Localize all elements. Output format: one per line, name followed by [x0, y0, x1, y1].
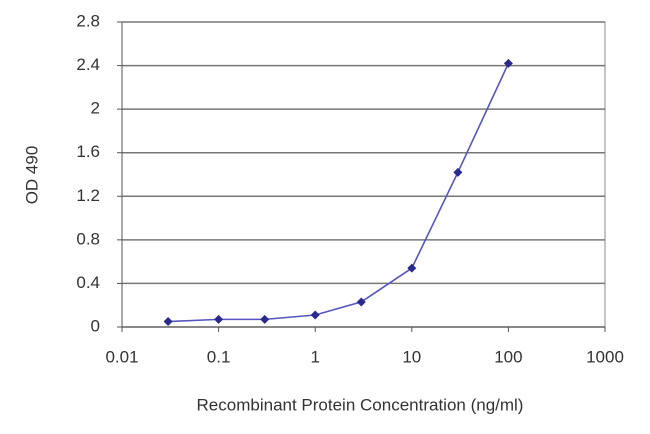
- y-tick-label: 1.2: [76, 186, 100, 205]
- y-tick-label: 2.4: [76, 55, 100, 74]
- y-tick-label: 1.6: [76, 142, 100, 161]
- y-tick-label: 2: [91, 99, 100, 118]
- data-point: [356, 297, 366, 307]
- data-point: [503, 58, 513, 68]
- x-tick-label: 0.01: [105, 347, 138, 366]
- y-tick-label: 0.4: [76, 273, 100, 292]
- x-axis-title: Recombinant Protein Concentration (ng/ml…: [197, 395, 524, 414]
- y-tick-label: 0: [91, 316, 100, 335]
- data-point: [407, 263, 417, 273]
- x-tick-label: 1000: [586, 347, 624, 366]
- y-axis-title: OD 490: [22, 146, 41, 205]
- plot-area: [121, 21, 606, 328]
- y-tick-label: 0.8: [76, 229, 100, 248]
- x-tick-label: 100: [494, 347, 522, 366]
- data-line: [168, 63, 510, 323]
- data-point: [453, 167, 463, 177]
- x-tick-label: 0.1: [207, 347, 231, 366]
- y-tick-label: 2.8: [76, 11, 100, 30]
- data-point: [260, 314, 270, 324]
- data-point: [163, 317, 173, 327]
- x-tick-label: 10: [402, 347, 421, 366]
- data-point: [310, 310, 320, 320]
- data-point: [214, 314, 224, 324]
- x-tick-label: 1: [310, 347, 319, 366]
